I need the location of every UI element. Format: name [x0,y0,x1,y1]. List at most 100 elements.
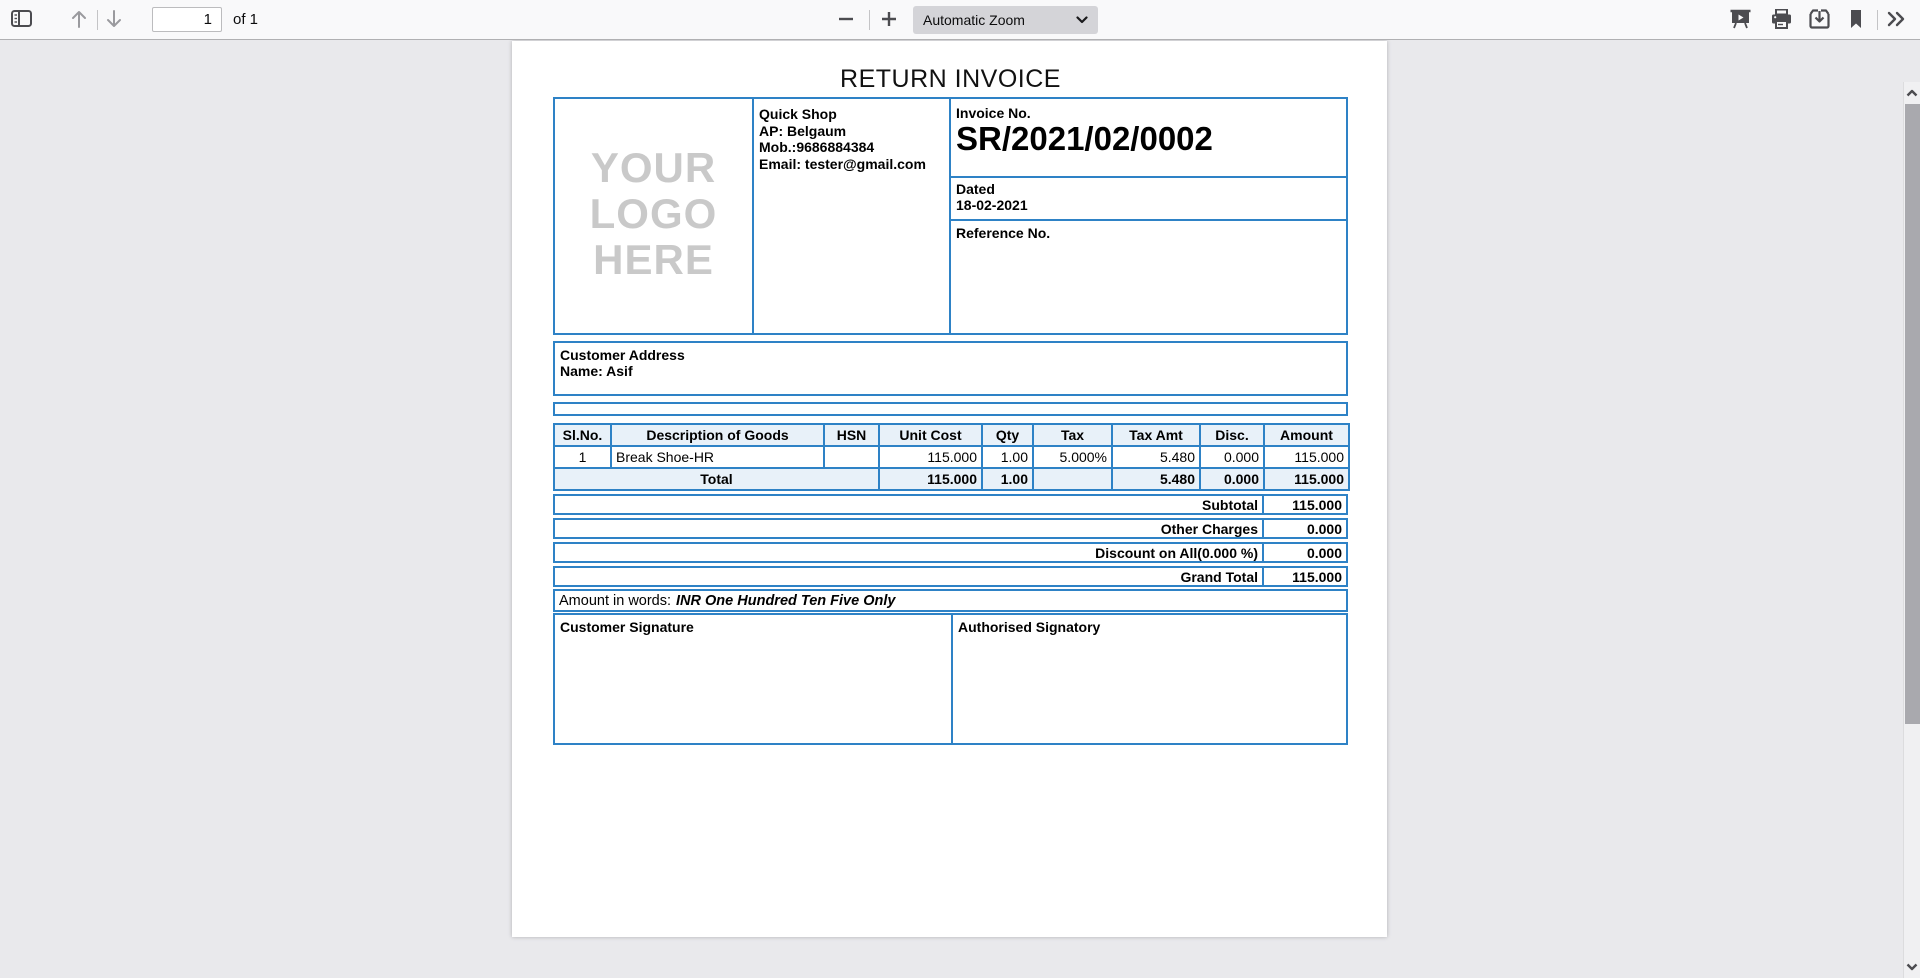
total-tax [1032,467,1113,491]
items-table: Sl.No. Description of Goods HSN Unit Cos… [553,423,1350,491]
logo-line: YOUR [590,144,717,191]
col-header-unit-cost: Unit Cost [878,423,983,447]
item-hsn [823,445,880,469]
pdf-viewer-area: RETURN INVOICE YOUR LOGO HERE Quick Shop… [0,41,1920,978]
vertical-scrollbar[interactable] [1903,82,1920,978]
summary-row-discount: Discount on All(0.000 %) 0.000 [553,542,1348,563]
summary-label: Subtotal [1202,496,1258,513]
summary-value: 115.000 [1262,496,1346,513]
customer-address-heading: Customer Address [560,347,685,363]
col-header-disc: Disc. [1199,423,1265,447]
invoice-title: RETURN INVOICE [840,65,1061,93]
empty-strip-box [553,402,1348,416]
invoice-meta: Invoice No. SR/2021/02/0002 Dated 18-02-… [951,99,1346,333]
zoom-level-select[interactable]: Automatic Zoom [913,6,1098,34]
page-count-label: of 1 [233,11,259,28]
total-amount: 115.000 [1263,467,1350,491]
sidebar-icon [10,10,32,30]
page-number-input[interactable] [152,7,222,32]
item-amount: 115.000 [1263,445,1350,469]
presentation-icon [1730,9,1751,32]
amount-in-words-box: Amount in words: INR One Hundred Ten Fiv… [553,589,1348,612]
summary-value: 0.000 [1262,544,1346,561]
amount-in-words-value: INR One Hundred Ten Five Only [676,592,896,609]
save-button[interactable] [1806,7,1832,33]
amount-in-words-label: Amount in words: [559,592,672,609]
item-disc: 0.000 [1199,445,1265,469]
col-header-qty: Qty [981,423,1034,447]
logo-line: HERE [593,236,714,283]
summary-value: 0.000 [1262,520,1346,537]
scroll-down-button[interactable] [1904,958,1920,976]
toolbar-separator [1877,10,1878,30]
reference-no-label: Reference No. [956,225,1051,241]
summary-label: Other Charges [1160,520,1258,537]
summary-row-other-charges: Other Charges 0.000 [553,518,1348,539]
dated-value: 18-02-2021 [956,197,1028,213]
total-disc: 0.000 [1199,467,1265,491]
item-tax-amt: 5.480 [1111,445,1201,469]
col-header-amount: Amount [1263,423,1350,447]
authorised-signatory-label: Authorised Signatory [958,619,1101,635]
zoom-out-button[interactable] [833,7,859,33]
logo-line: LOGO [589,190,718,237]
next-page-button[interactable] [101,7,127,33]
toolbar-separator [97,10,98,30]
items-table-header-row: Sl.No. Description of Goods HSN Unit Cos… [553,423,1350,447]
col-header-tax-amt: Tax Amt [1111,423,1201,447]
customer-name: Name: Asif [560,363,633,379]
chevron-up-icon [1906,84,1918,102]
total-qty: 1.00 [981,467,1034,491]
invoice-number: SR/2021/02/0002 [956,120,1213,157]
item-slno: 1 [553,445,612,469]
item-tax: 5.000% [1032,445,1113,469]
item-unit-cost: 115.000 [878,445,983,469]
toggle-sidebar-button[interactable] [8,7,34,33]
shop-email: Email: tester@gmail.com [759,155,926,172]
invoice-no-label: Invoice No. [956,105,1031,121]
zoom-in-button[interactable] [876,7,902,33]
shop-area: AP: Belgaum [759,122,847,139]
toolbar-separator [869,10,870,30]
summary-label: Discount on All(0.000 %) [1095,544,1258,561]
shop-name: Quick Shop [759,106,837,122]
col-header-slno: Sl.No. [553,423,612,447]
download-icon [1808,8,1830,32]
customer-address-box: Customer Address Name: Asif [553,341,1348,396]
item-qty: 1.00 [981,445,1034,469]
summary-value: 115.000 [1262,568,1346,585]
total-tax-amt: 5.480 [1111,467,1201,491]
presentation-mode-button[interactable] [1727,7,1753,33]
signature-box: Customer Signature Authorised Signatory [553,613,1348,745]
bookmark-icon [1849,9,1863,32]
print-button[interactable] [1768,7,1794,33]
invoice-header-box: YOUR LOGO HERE Quick Shop AP: Belgaum Mo… [553,97,1348,335]
customer-signature-label: Customer Signature [560,619,694,635]
col-header-hsn: HSN [823,423,880,447]
logo-placeholder: YOUR LOGO HERE [555,99,754,333]
dated-label: Dated [956,181,995,197]
col-header-description: Description of Goods [610,423,825,447]
arrow-up-icon [70,9,88,32]
zoom-level-value: Automatic Zoom [923,12,1025,28]
previous-page-button[interactable] [66,7,92,33]
minus-icon [838,11,854,30]
scrollbar-thumb[interactable] [1905,104,1920,724]
summary-row-subtotal: Subtotal 115.000 [553,494,1348,515]
shop-mobile: Mob.:9686884384 [759,139,875,155]
col-header-tax: Tax [1032,423,1113,447]
summary-row-grand-total: Grand Total 115.000 [553,566,1348,587]
double-chevron-right-icon [1886,11,1906,30]
pdf-page: RETURN INVOICE YOUR LOGO HERE Quick Shop… [512,41,1387,937]
pdf-viewer-toolbar: of 1 Automatic Zoom [0,0,1920,40]
scroll-up-button[interactable] [1904,84,1920,102]
more-tools-button[interactable] [1883,7,1909,33]
chevron-down-icon [1906,958,1918,976]
summary-label: Grand Total [1180,568,1258,585]
current-view-button[interactable] [1843,7,1869,33]
print-icon [1771,8,1792,32]
items-total-row: Total 115.000 1.00 5.480 0.000 115.000 [553,467,1350,491]
total-label: Total [553,467,880,491]
shop-details: Quick Shop AP: Belgaum Mob.:9686884384 E… [754,99,951,333]
item-description: Break Shoe-HR [610,445,825,469]
